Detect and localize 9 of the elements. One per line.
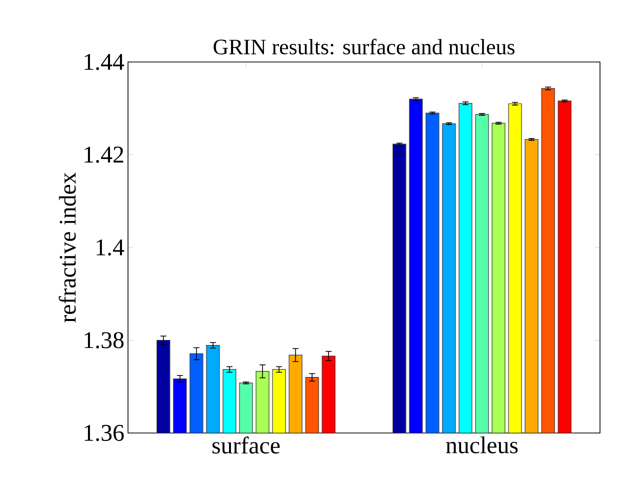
chart-title: GRIN results: surface and nucleus [214,38,514,55]
y-axis-title: refractive index [58,172,76,322]
y-tick-label: 1.4 [96,239,124,256]
x-tick-label: nucleus [446,436,518,454]
y-tick-label: 1.42 [84,146,124,163]
y-tick-label: 1.44 [84,54,124,70]
y-tick-label: 1.36 [84,424,124,442]
x-tick-label: surface [212,436,280,454]
y-tick-label: 1.38 [84,332,124,348]
